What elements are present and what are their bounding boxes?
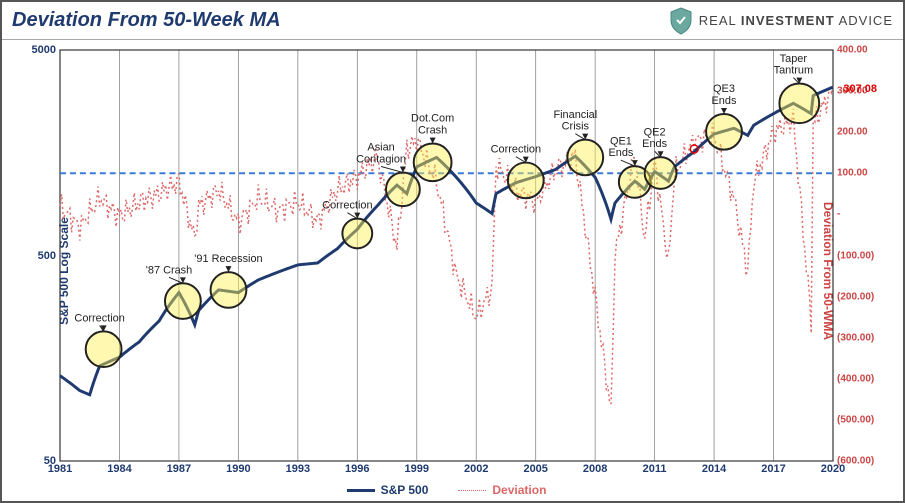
svg-text:Crash: Crash — [418, 125, 447, 137]
svg-text:Contagion: Contagion — [356, 154, 406, 166]
legend-sp500: S&P 500 — [347, 483, 429, 497]
y-right-ticks: 400.00300.00200.00100.00-(100.00)(200.00… — [835, 50, 879, 461]
chart-area: S&P 500 Log Scale Deviation From 50-WMA … — [2, 40, 903, 501]
logo-real: REAL — [699, 13, 736, 28]
svg-text:Correction: Correction — [74, 312, 124, 324]
legend-deviation: Deviation — [458, 483, 546, 497]
chart-title: Deviation From 50-Week MA — [12, 9, 281, 32]
legend-sp500-line — [347, 489, 375, 492]
plot-svg: Correction '87 Crash'91 Recession Correcti… — [60, 50, 833, 461]
logo-investment: INVESTMENT — [741, 13, 835, 28]
svg-text:Taper: Taper — [780, 53, 808, 65]
svg-text:'87 Crash: '87 Crash — [146, 264, 192, 276]
current-value-label: 307.08 — [843, 83, 877, 95]
y-left-ticks: 505005000 — [30, 50, 58, 461]
chart-container: Deviation From 50-Week MA REAL INVESTMEN… — [0, 0, 905, 503]
svg-text:Ends: Ends — [608, 147, 633, 159]
svg-text:Dot.Com: Dot.Com — [411, 113, 454, 125]
legend: S&P 500 Deviation — [60, 483, 833, 497]
svg-text:Ends: Ends — [712, 95, 737, 107]
svg-text:Crisis: Crisis — [562, 121, 590, 133]
plot-area: Correction '87 Crash'91 Recession Correcti… — [60, 50, 833, 461]
svg-text:'91 Recession: '91 Recession — [194, 253, 262, 265]
svg-text:Asian: Asian — [367, 142, 394, 154]
svg-text:Correction: Correction — [491, 144, 541, 156]
header: Deviation From 50-Week MA REAL INVESTMEN… — [2, 2, 903, 40]
svg-text:Ends: Ends — [642, 138, 667, 150]
logo-advice: ADVICE — [839, 13, 893, 28]
svg-text:Tantrum: Tantrum — [774, 65, 813, 77]
svg-text:QE3: QE3 — [713, 83, 735, 95]
x-ticks: 1981198419871990199319961999200220052008… — [60, 463, 833, 477]
logo-text: REAL INVESTMENT ADVICE — [699, 13, 893, 28]
logo: REAL INVESTMENT ADVICE — [669, 7, 893, 35]
svg-text:Correction: Correction — [322, 200, 372, 212]
svg-text:Financial: Financial — [553, 109, 597, 121]
legend-deviation-label: Deviation — [492, 483, 546, 497]
svg-text:QE2: QE2 — [644, 126, 666, 138]
svg-text:QE1: QE1 — [610, 135, 632, 147]
legend-sp500-label: S&P 500 — [381, 483, 429, 497]
shield-icon — [669, 7, 693, 35]
legend-deviation-line — [458, 490, 486, 491]
